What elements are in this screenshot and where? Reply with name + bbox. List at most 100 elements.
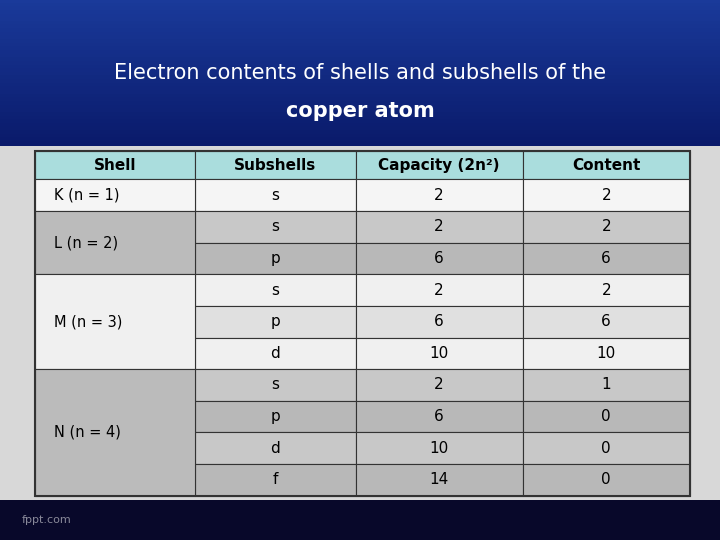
Bar bbox=[0, 134, 720, 139]
Bar bbox=[523, 306, 690, 338]
Bar bbox=[195, 274, 356, 306]
Bar bbox=[35, 274, 195, 369]
Bar bbox=[523, 274, 690, 306]
Bar bbox=[0, 36, 720, 40]
Bar bbox=[0, 76, 720, 80]
Text: Capacity (2n²): Capacity (2n²) bbox=[379, 158, 500, 173]
Text: 10: 10 bbox=[430, 346, 449, 361]
Bar bbox=[523, 211, 690, 242]
Bar bbox=[35, 211, 195, 274]
Bar bbox=[356, 464, 523, 496]
Bar bbox=[0, 86, 720, 91]
Bar bbox=[0, 141, 720, 146]
Bar bbox=[0, 68, 720, 73]
Text: fppt.com: fppt.com bbox=[22, 515, 71, 525]
Bar bbox=[0, 50, 720, 55]
Text: 0: 0 bbox=[601, 409, 611, 424]
Bar bbox=[0, 39, 720, 44]
Bar bbox=[0, 126, 720, 131]
Bar bbox=[195, 151, 356, 179]
Bar bbox=[523, 242, 690, 274]
Bar bbox=[0, 43, 720, 48]
Text: s: s bbox=[271, 187, 279, 202]
Text: Shell: Shell bbox=[94, 158, 136, 173]
Bar bbox=[0, 64, 720, 69]
Text: 0: 0 bbox=[601, 441, 611, 456]
Text: 6: 6 bbox=[601, 251, 611, 266]
Bar bbox=[0, 46, 720, 51]
Text: 10: 10 bbox=[597, 346, 616, 361]
Bar bbox=[0, 112, 720, 117]
Text: 2: 2 bbox=[601, 187, 611, 202]
Text: K (n = 1): K (n = 1) bbox=[54, 187, 120, 202]
Bar bbox=[356, 242, 523, 274]
Bar bbox=[35, 151, 690, 496]
Text: copper atom: copper atom bbox=[286, 100, 434, 121]
Bar bbox=[0, 57, 720, 62]
Bar bbox=[523, 433, 690, 464]
Bar bbox=[0, 94, 720, 98]
Bar bbox=[356, 369, 523, 401]
Text: 0: 0 bbox=[601, 472, 611, 488]
Bar bbox=[0, 137, 720, 142]
Bar bbox=[0, 28, 720, 33]
Text: p: p bbox=[271, 409, 280, 424]
Bar bbox=[0, 123, 720, 127]
Bar bbox=[523, 179, 690, 211]
Bar bbox=[0, 6, 720, 11]
Bar bbox=[356, 338, 523, 369]
Bar bbox=[0, 101, 720, 106]
Bar bbox=[195, 464, 356, 496]
Bar bbox=[195, 369, 356, 401]
Bar bbox=[356, 179, 523, 211]
Text: 2: 2 bbox=[601, 219, 611, 234]
Text: 6: 6 bbox=[601, 314, 611, 329]
Text: f: f bbox=[273, 472, 278, 488]
Text: 2: 2 bbox=[601, 282, 611, 298]
Bar bbox=[523, 401, 690, 433]
Text: M (n = 3): M (n = 3) bbox=[54, 314, 122, 329]
Bar bbox=[356, 211, 523, 242]
Text: 2: 2 bbox=[434, 282, 444, 298]
Text: Content: Content bbox=[572, 158, 640, 173]
Bar bbox=[35, 179, 195, 211]
Text: 6: 6 bbox=[434, 251, 444, 266]
Text: 6: 6 bbox=[434, 314, 444, 329]
Bar bbox=[0, 116, 720, 120]
Bar bbox=[195, 433, 356, 464]
Bar bbox=[0, 97, 720, 102]
Bar bbox=[0, 108, 720, 113]
Bar bbox=[195, 306, 356, 338]
Bar bbox=[35, 369, 195, 496]
Bar bbox=[195, 211, 356, 242]
Text: Electron contents of shells and subshells of the: Electron contents of shells and subshell… bbox=[114, 63, 606, 83]
Bar bbox=[0, 500, 720, 540]
Bar bbox=[0, 21, 720, 25]
Text: 10: 10 bbox=[430, 441, 449, 456]
Bar bbox=[0, 130, 720, 135]
Bar bbox=[0, 24, 720, 29]
Text: s: s bbox=[271, 377, 279, 393]
Bar bbox=[0, 10, 720, 15]
Bar bbox=[523, 338, 690, 369]
Text: d: d bbox=[271, 441, 280, 456]
Bar bbox=[195, 401, 356, 433]
Bar bbox=[523, 369, 690, 401]
Text: Subshells: Subshells bbox=[234, 158, 317, 173]
Text: 2: 2 bbox=[434, 187, 444, 202]
Text: 1: 1 bbox=[601, 377, 611, 393]
Bar bbox=[0, 17, 720, 22]
Bar bbox=[523, 464, 690, 496]
Bar bbox=[0, 105, 720, 109]
Text: d: d bbox=[271, 346, 280, 361]
Bar bbox=[356, 433, 523, 464]
Bar bbox=[195, 242, 356, 274]
Text: L (n = 2): L (n = 2) bbox=[54, 235, 118, 250]
Text: N (n = 4): N (n = 4) bbox=[54, 425, 121, 440]
Bar bbox=[0, 72, 720, 77]
Text: 2: 2 bbox=[434, 377, 444, 393]
Bar bbox=[0, 53, 720, 58]
Bar bbox=[356, 401, 523, 433]
Text: 2: 2 bbox=[434, 219, 444, 234]
Bar bbox=[356, 274, 523, 306]
